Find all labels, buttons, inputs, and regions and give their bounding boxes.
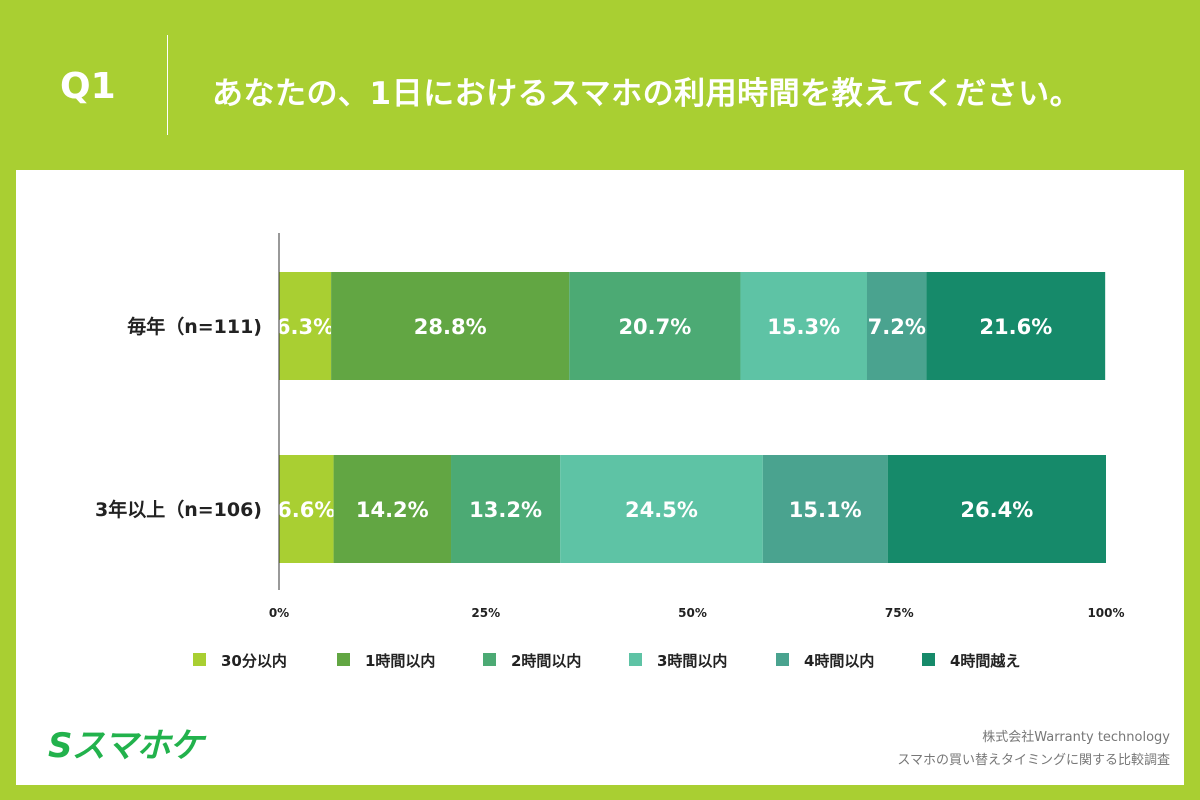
data-label: 14.2% <box>356 498 429 522</box>
data-label: 26.4% <box>960 498 1033 522</box>
legend-label: 1時間以内 <box>365 652 435 670</box>
bar-segment <box>762 455 888 563</box>
survey-name: スマホの買い替えタイミングに関する比較調査 <box>897 753 1170 768</box>
data-label: 6.3% <box>276 315 334 339</box>
legend-swatch <box>629 653 642 666</box>
legend-swatch <box>193 653 206 666</box>
question-number: Q1 <box>60 66 116 107</box>
legend-swatch <box>922 653 935 666</box>
data-label: 28.8% <box>414 315 487 339</box>
data-label: 6.6% <box>277 498 335 522</box>
bar-segment <box>279 455 334 563</box>
bar-segment <box>560 455 763 563</box>
data-label: 13.2% <box>469 498 542 522</box>
bar-segment <box>569 272 741 380</box>
data-label: 15.3% <box>767 315 840 339</box>
legend-label: 4時間越え <box>950 652 1020 670</box>
legend-label: 30分以内 <box>221 652 287 670</box>
data-label: 15.1% <box>789 498 862 522</box>
bar-segment <box>926 272 1106 380</box>
header-divider <box>167 35 168 135</box>
x-tick-label: 25% <box>471 606 500 620</box>
legend-label: 4時間以内 <box>804 652 874 670</box>
bar-segment <box>279 272 332 380</box>
bar-segment <box>887 455 1106 563</box>
legend-label: 3時間以内 <box>657 652 727 670</box>
legend-label: 2時間以内 <box>511 652 581 670</box>
bar-segment <box>866 272 927 380</box>
data-label: 21.6% <box>979 315 1052 339</box>
category-label: 毎年（n=111) <box>127 315 262 338</box>
logo: Sスマホケ <box>48 726 203 766</box>
bar-segment <box>331 272 570 380</box>
legend-swatch <box>337 653 350 666</box>
x-tick-label: 75% <box>885 606 914 620</box>
company-name: 株式会社Warranty technology <box>982 730 1170 745</box>
legend-swatch <box>776 653 789 666</box>
chart-title: あなたの、1日におけるスマホの利用時間を教えてください。 <box>212 76 1082 112</box>
data-label: 20.7% <box>618 315 691 339</box>
bar-segment <box>740 272 867 380</box>
credit: 株式会社Warranty technology スマホの買い替えタイミングに関す… <box>897 726 1170 772</box>
x-tick-label: 0% <box>269 606 289 620</box>
x-tick-label: 100% <box>1087 606 1124 620</box>
legend-swatch <box>483 653 496 666</box>
bar-segment <box>333 455 452 563</box>
category-label: 3年以上（n=106) <box>95 498 262 521</box>
x-tick-label: 50% <box>678 606 707 620</box>
data-label: 7.2% <box>868 315 926 339</box>
bar-segment <box>451 455 561 563</box>
data-label: 24.5% <box>625 498 698 522</box>
